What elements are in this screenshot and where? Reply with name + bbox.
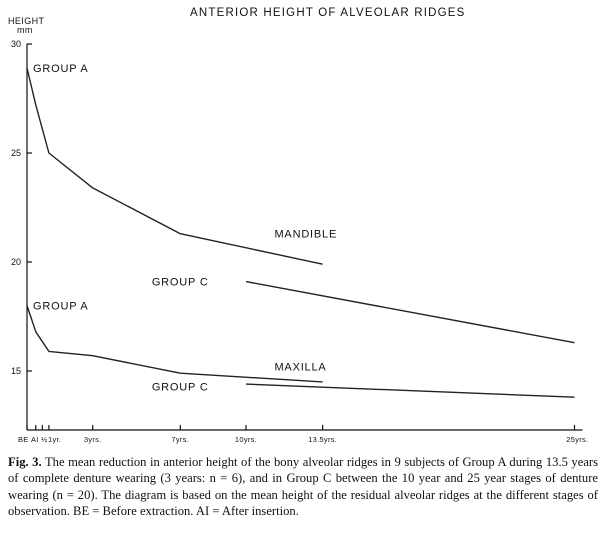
y-tick-label: 20: [11, 257, 21, 267]
figure-label: Fig. 3.: [8, 455, 42, 469]
annotations: GROUP A MANDIBLE GROUP C GROUP A MAXILLA GROU…: [33, 63, 337, 393]
caption-text: The mean reduction in anterior height of…: [8, 455, 599, 518]
x-tick-label: 3yrs.: [84, 435, 102, 444]
x-tick-label: 13.5yrs.: [308, 435, 337, 444]
chart-title: ANTERIOR HEIGHT OF ALVEOLAR RIDGES: [190, 7, 466, 19]
x-tick-label: AI: [31, 435, 39, 444]
annotation-group-c: GROUP C: [152, 381, 209, 393]
annotation-group-a: GROUP A: [33, 301, 89, 313]
series-line-maxilla-group-c: [245, 383, 575, 398]
alveolar-height-chart: ANTERIOR HEIGHT OF ALVEOLAR RIDGES HEIGH…: [8, 7, 588, 444]
series-line-maxilla-group-a: [26, 305, 323, 383]
x-tick-label: 10yrs.: [235, 435, 257, 444]
axes: [26, 44, 583, 431]
y-tick-label: 25: [11, 148, 21, 158]
annotation-group-a: GROUP A: [33, 63, 89, 75]
annotation-group-c: GROUP C: [152, 277, 209, 289]
series-lines: [26, 67, 575, 398]
y-ticks: 30 25 20 15: [11, 39, 32, 376]
figure-caption: Fig. 3. The mean reduction in anterior h…: [8, 454, 598, 519]
annotation-mandible: MANDIBLE: [274, 229, 337, 241]
x-tick-label: 7yrs.: [171, 435, 189, 444]
series-line-mandible-group-c: [245, 280, 575, 344]
x-tick-label: 25yrs.: [566, 435, 588, 444]
y-axis-unit: mm: [17, 25, 33, 35]
x-tick-label: ½: [41, 435, 48, 444]
x-ticks: BE AI ½ 1yr. 3yrs. 7yrs. 10yrs. 13.5yrs. 25yrs.: [18, 425, 588, 444]
y-tick-label: 15: [11, 366, 21, 376]
series-line-mandible-group-a: [26, 67, 323, 265]
annotation-maxilla: MAXILLA: [274, 362, 326, 374]
y-tick-label: 30: [11, 39, 21, 49]
x-tick-label: BE: [18, 435, 29, 444]
y-axis-label: HEIGHT: [8, 16, 45, 26]
x-tick-label: 1yr.: [48, 435, 61, 444]
